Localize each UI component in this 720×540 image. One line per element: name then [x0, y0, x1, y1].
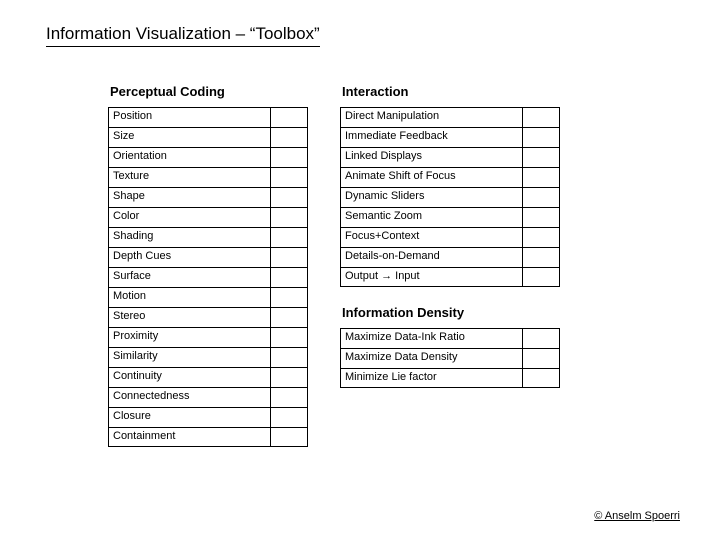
- cell-label: Semantic Zoom: [341, 208, 523, 227]
- cell-label: Animate Shift of Focus: [341, 168, 523, 187]
- table-row: Shading: [108, 227, 308, 247]
- info-density-header: Information Density: [342, 305, 560, 320]
- cell-label: Shape: [109, 188, 271, 207]
- table-row: Orientation: [108, 147, 308, 167]
- cell-label: Similarity: [109, 348, 271, 367]
- info-density-table: Maximize Data-Ink Ratio Maximize Data De…: [340, 328, 560, 388]
- cell-blank: [271, 228, 307, 247]
- interaction-header: Interaction: [342, 84, 560, 99]
- cell-label: Immediate Feedback: [341, 128, 523, 147]
- table-row: Depth Cues: [108, 247, 308, 267]
- cell-blank: [523, 248, 559, 267]
- cell-label: Motion: [109, 288, 271, 307]
- table-row: Minimize Lie factor: [340, 368, 560, 388]
- right-column: Interaction Direct Manipulation Immediat…: [340, 78, 560, 388]
- table-row: Linked Displays: [340, 147, 560, 167]
- cell-label: Containment: [109, 428, 271, 446]
- cell-blank: [271, 248, 307, 267]
- cell-blank: [271, 148, 307, 167]
- table-row: Similarity: [108, 347, 308, 367]
- cell-label: Orientation: [109, 148, 271, 167]
- table-row: Maximize Data-Ink Ratio: [340, 328, 560, 348]
- cell-label: Stereo: [109, 308, 271, 327]
- cell-label: Texture: [109, 168, 271, 187]
- cell-blank: [271, 108, 307, 127]
- table-row: Proximity: [108, 327, 308, 347]
- table-row: Dynamic Sliders: [340, 187, 560, 207]
- cell-blank: [523, 188, 559, 207]
- cell-blank: [271, 128, 307, 147]
- cell-label: Color: [109, 208, 271, 227]
- table-row: Animate Shift of Focus: [340, 167, 560, 187]
- cell-label: Proximity: [109, 328, 271, 347]
- cell-label: Linked Displays: [341, 148, 523, 167]
- cell-label: Position: [109, 108, 271, 127]
- cell-label: Connectedness: [109, 388, 271, 407]
- cell-blank: [271, 328, 307, 347]
- cell-blank: [523, 369, 559, 387]
- table-row: Connectedness: [108, 387, 308, 407]
- table-row: Texture: [108, 167, 308, 187]
- cell-blank: [523, 329, 559, 348]
- cell-label: Direct Manipulation: [341, 108, 523, 127]
- cell-label: Maximize Data Density: [341, 349, 523, 368]
- table-row: Motion: [108, 287, 308, 307]
- table-row: Shape: [108, 187, 308, 207]
- page-title: Information Visualization – “Toolbox”: [46, 24, 320, 47]
- cell-label: Continuity: [109, 368, 271, 387]
- cell-blank: [523, 148, 559, 167]
- cell-blank: [271, 288, 307, 307]
- cell-blank: [271, 208, 307, 227]
- cell-blank: [271, 308, 307, 327]
- cell-blank: [271, 388, 307, 407]
- table-row: Containment: [108, 427, 308, 447]
- cell-blank: [271, 188, 307, 207]
- table-row: Size: [108, 127, 308, 147]
- cell-label: Surface: [109, 268, 271, 287]
- cell-blank: [271, 348, 307, 367]
- cell-label: Details-on-Demand: [341, 248, 523, 267]
- cell-label: Depth Cues: [109, 248, 271, 267]
- cell-label: Closure: [109, 408, 271, 427]
- cell-blank: [523, 349, 559, 368]
- cell-blank: [523, 208, 559, 227]
- cell-label: Size: [109, 128, 271, 147]
- interaction-table: Direct Manipulation Immediate Feedback L…: [340, 107, 560, 287]
- table-row: Closure: [108, 407, 308, 427]
- table-row: Immediate Feedback: [340, 127, 560, 147]
- cell-blank: [523, 128, 559, 147]
- cell-label: Shading: [109, 228, 271, 247]
- cell-blank: [271, 368, 307, 387]
- table-row: Stereo: [108, 307, 308, 327]
- table-row: Continuity: [108, 367, 308, 387]
- table-row: Maximize Data Density: [340, 348, 560, 368]
- perceptual-coding-table: Position Size Orientation Texture Shape …: [108, 107, 308, 447]
- cell-label: Dynamic Sliders: [341, 188, 523, 207]
- left-column: Perceptual Coding Position Size Orientat…: [108, 78, 308, 447]
- cell-label: Maximize Data-Ink Ratio: [341, 329, 523, 348]
- perceptual-coding-header: Perceptual Coding: [110, 84, 308, 99]
- cell-blank: [271, 428, 307, 446]
- table-row: Position: [108, 107, 308, 127]
- credit-line: © Anselm Spoerri: [594, 510, 680, 522]
- table-row: Color: [108, 207, 308, 227]
- cell-blank: [523, 268, 559, 286]
- cell-blank: [271, 268, 307, 287]
- table-row: Focus+Context: [340, 227, 560, 247]
- cell-blank: [271, 408, 307, 427]
- table-row: Details-on-Demand: [340, 247, 560, 267]
- table-row: Semantic Zoom: [340, 207, 560, 227]
- cell-label: Output → Input: [341, 268, 523, 286]
- cell-blank: [523, 108, 559, 127]
- cell-blank: [271, 168, 307, 187]
- table-row: Direct Manipulation: [340, 107, 560, 127]
- cell-blank: [523, 228, 559, 247]
- table-row: Output → Input: [340, 267, 560, 287]
- cell-label: Minimize Lie factor: [341, 369, 523, 387]
- cell-blank: [523, 168, 559, 187]
- table-row: Surface: [108, 267, 308, 287]
- cell-label: Focus+Context: [341, 228, 523, 247]
